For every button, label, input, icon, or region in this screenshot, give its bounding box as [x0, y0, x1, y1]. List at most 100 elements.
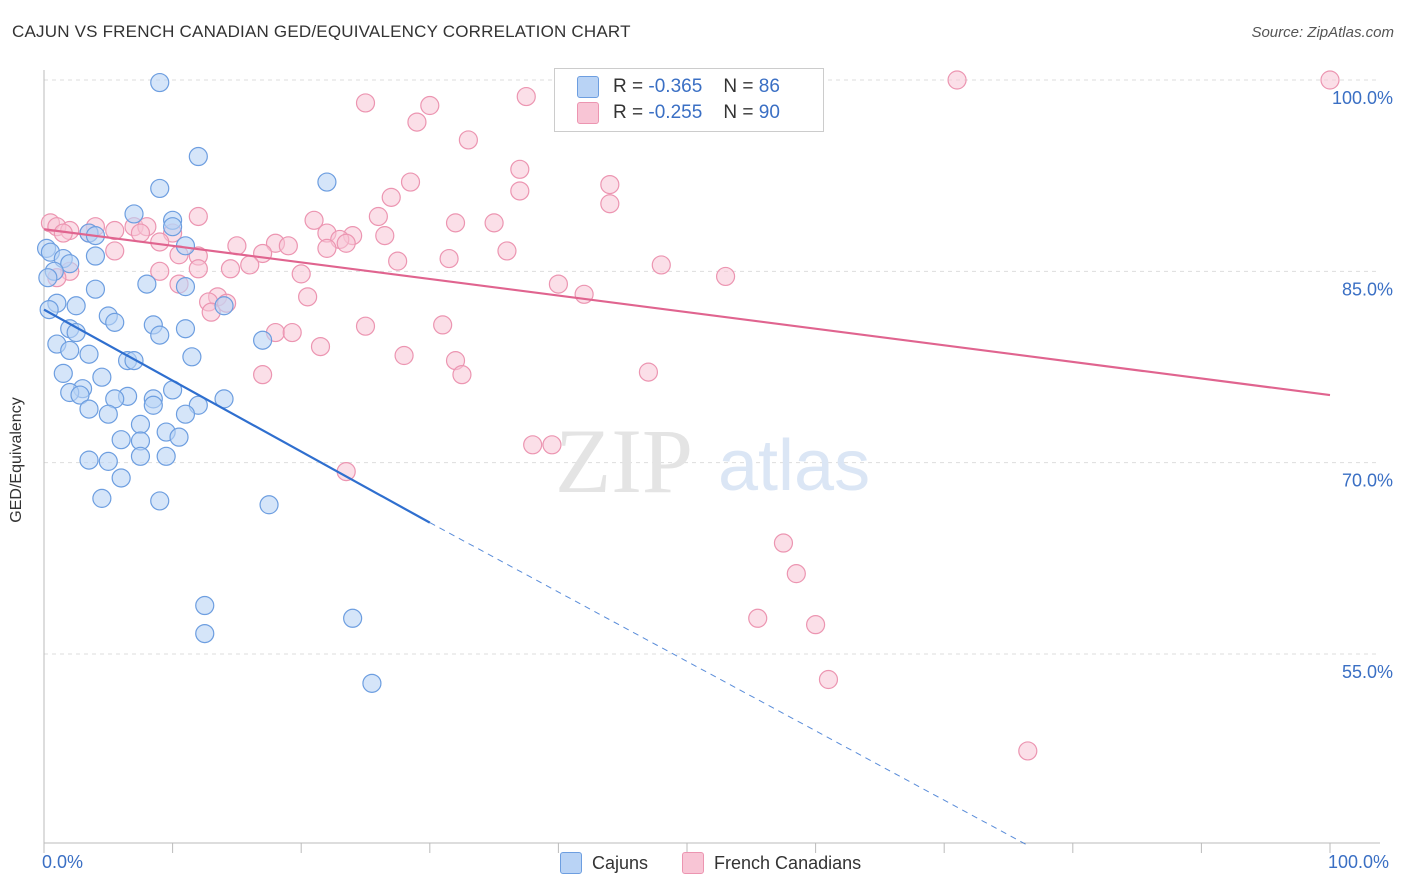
- french-canadians-point: [304, 210, 324, 230]
- french-canadians-point: [282, 322, 302, 343]
- stats-legend: R = -0.365 N = 86 R = -0.255 N = 90: [554, 68, 824, 132]
- french-canadians-point: [484, 213, 504, 233]
- cajuns-trend-extension: [429, 522, 1029, 846]
- french-canadians-point: [388, 251, 408, 271]
- french-canadians-point: [227, 236, 247, 256]
- cajuns-point: [130, 414, 151, 434]
- french-canadians-point: [638, 362, 659, 382]
- french-canadians-point: [253, 365, 273, 385]
- french-canadians-point: [1018, 741, 1038, 761]
- cajuns-point: [169, 427, 189, 447]
- french-canadians-point: [130, 223, 151, 243]
- legend-n-label: N =: [723, 76, 754, 97]
- cajuns-point: [253, 330, 273, 350]
- cajuns-point: [92, 367, 112, 387]
- watermark-atlas: atlas: [718, 426, 870, 506]
- legend-r-label: R =: [613, 102, 644, 123]
- french-canadians-trend-line: [43, 228, 1331, 397]
- french-canadians-point: [420, 95, 440, 116]
- french-canadians-point: [458, 130, 478, 150]
- source-label: Source: ZipAtlas.com: [1251, 24, 1394, 41]
- cajuns-points: [36, 72, 382, 693]
- cajuns-point: [137, 274, 157, 294]
- cajuns-point: [188, 146, 208, 167]
- cajuns-point: [130, 446, 151, 466]
- chart-title: CAJUN VS FRENCH CANADIAN GED/EQUIVALENCY…: [12, 22, 631, 41]
- french-canadians-point: [336, 233, 356, 253]
- legend-r-value: -0.255: [648, 102, 703, 123]
- french-canadians-point: [818, 669, 839, 690]
- french-canadians-point: [188, 259, 208, 279]
- french-canadians-point: [786, 564, 806, 584]
- cajuns-point: [85, 246, 106, 266]
- cajuns-point: [259, 495, 279, 515]
- legend-r-label: R =: [613, 76, 644, 97]
- cajuns-point: [195, 595, 215, 616]
- french-canadians-point: [407, 112, 427, 132]
- french-canadians-point: [310, 336, 331, 357]
- legend-r-value: -0.365: [648, 76, 703, 97]
- french-canadians-point: [278, 236, 298, 256]
- french-canadians-point: [773, 533, 794, 553]
- french-canadians-point: [298, 287, 318, 307]
- french-canadians-point: [105, 220, 125, 241]
- x-tick-label-min: 0.0%: [42, 852, 84, 872]
- cajuns-point: [105, 312, 125, 332]
- watermark-zip: ZIP: [555, 410, 693, 512]
- french-canadians-point: [947, 70, 967, 90]
- legend-n-value: 86: [758, 76, 780, 97]
- cajuns-point: [79, 399, 99, 419]
- cajuns-legend-swatch: [560, 852, 582, 874]
- y-tick-label: 85.0%: [1342, 279, 1393, 299]
- series-legend: Cajuns French Canadians: [560, 852, 895, 874]
- cajuns-point: [182, 347, 202, 367]
- french-canadians-point: [523, 435, 543, 455]
- cajuns-point: [60, 340, 80, 361]
- cajuns-point: [79, 450, 99, 470]
- cajuns-point: [150, 325, 170, 345]
- cajuns-point: [98, 404, 118, 424]
- french-canadians-point: [375, 226, 395, 246]
- french-canadians-point: [336, 461, 356, 482]
- cajuns-point: [92, 488, 112, 508]
- legend-label-cajuns: Cajuns: [592, 852, 649, 873]
- cajuns-trend-line: [43, 308, 431, 524]
- french-canadians-point: [748, 608, 768, 628]
- french-canadians-point: [433, 315, 453, 335]
- y-tick-label: 55.0%: [1342, 662, 1393, 682]
- cajuns-point: [214, 296, 234, 316]
- french-canadians-point: [291, 264, 311, 284]
- french-canadians-point: [497, 241, 517, 261]
- cajuns-point: [150, 491, 170, 511]
- french-canadians-point: [542, 435, 562, 455]
- cajuns-point: [362, 673, 382, 693]
- cajuns-point: [98, 451, 118, 471]
- x-tick-label-max: 100.0%: [1328, 852, 1390, 872]
- french-canadians-point: [715, 266, 736, 287]
- y-tick-labels: 55.0% 70.0% 85.0% 100.0%: [1332, 88, 1393, 682]
- french-canadians-point: [188, 206, 208, 227]
- french-canadians-point: [600, 194, 620, 214]
- grid-lines: [44, 79, 1380, 655]
- french-canadians-point: [805, 615, 826, 635]
- cajuns-point: [70, 385, 90, 405]
- cajuns-point: [60, 254, 80, 274]
- french-canadians-point: [220, 259, 241, 279]
- cajuns-point: [111, 430, 131, 450]
- cajuns-point: [150, 72, 170, 93]
- french-canadians-point: [355, 316, 376, 336]
- french-canadians-point: [400, 172, 421, 192]
- cajuns-point: [79, 344, 99, 364]
- cajuns-point: [124, 204, 144, 224]
- french-canadians-point: [510, 181, 530, 201]
- french-canadians-point: [150, 232, 170, 252]
- french-canadians-point: [439, 248, 459, 269]
- y-tick-label: 100.0%: [1332, 88, 1393, 108]
- cajuns-point: [175, 277, 196, 297]
- cajuns-point: [53, 363, 73, 383]
- cajuns-point: [343, 608, 363, 628]
- french-canadians-point: [355, 93, 376, 113]
- cajuns-swatch: [577, 76, 599, 98]
- legend-n-value: 90: [758, 102, 780, 123]
